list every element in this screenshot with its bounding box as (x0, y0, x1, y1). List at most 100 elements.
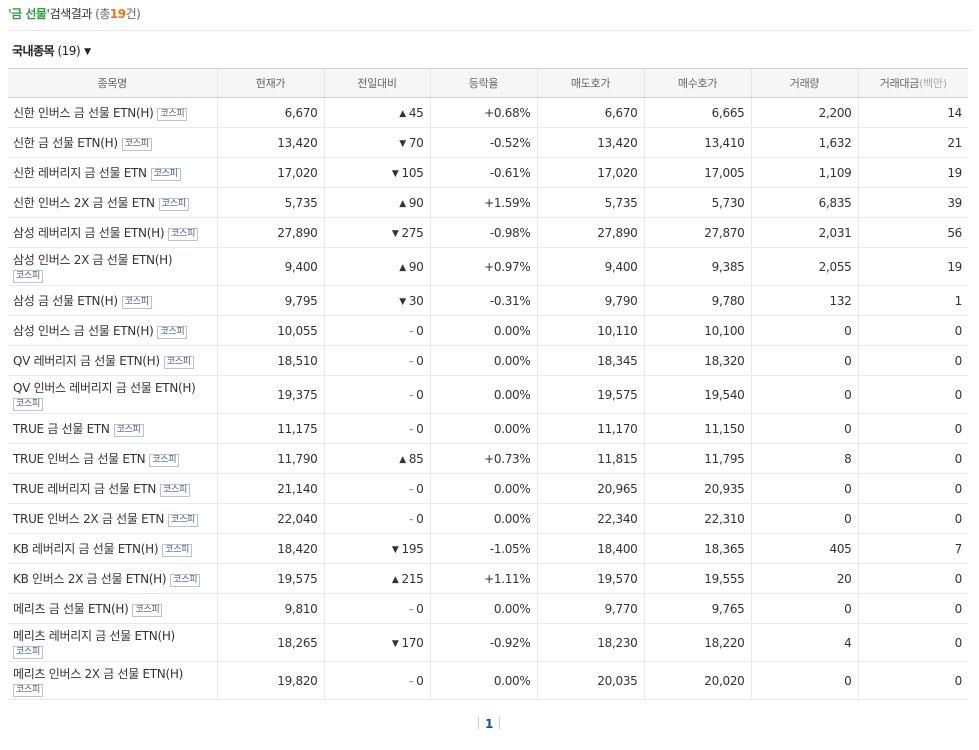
table-row: TRUE 인버스 금 선물 ETN 코스피 11,790 ▲ 85 +0.73% 11,81… (8, 443, 968, 474)
stock-name-link[interactable]: 신한 인버스 2X 금 선물 ETN (13, 196, 155, 210)
volume-cell: 1,109 (750, 157, 858, 188)
stock-name-cell: QV 인버스 레버리지 금 선물 ETN(H) 코스피 (8, 375, 217, 414)
triangle-down-icon: ▼ (391, 228, 399, 239)
col-rate: 등락율 (429, 68, 537, 98)
table-row: 메리츠 인버스 2X 금 선물 ETN(H) 코스피 19,820–0 0.00% 20… (8, 661, 968, 700)
market-badge: 코스피 (132, 604, 163, 617)
stock-name-cell: 신한 인버스 2X 금 선물 ETN 코스피 (8, 187, 217, 218)
price-cell: 19,375 (216, 375, 324, 414)
ask-cell: 18,400 (536, 533, 644, 564)
stock-name-link[interactable]: TRUE 인버스 금 선물 ETN (13, 452, 146, 466)
market-badge: 코스피 (160, 484, 191, 497)
market-badge: 코스피 (121, 138, 152, 151)
volume-cell: 405 (750, 533, 858, 564)
change-cell: –0 (323, 375, 430, 414)
ask-cell: 9,770 (536, 593, 644, 624)
stock-name-link[interactable]: TRUE 인버스 2X 금 선물 ETN (13, 512, 165, 526)
price-cell: 27,890 (216, 217, 324, 248)
amount-cell: 0 (857, 413, 968, 444)
stock-name-link[interactable]: 메리츠 인버스 2X 금 선물 ETN(H) (13, 666, 183, 681)
market-badge: 코스피 (157, 108, 188, 121)
stock-name-cell: 신한 인버스 금 선물 ETN(H) 코스피 (8, 97, 217, 128)
volume-cell: 2,200 (750, 97, 858, 128)
change-value: 0 (416, 387, 424, 402)
stock-name-link[interactable]: 신한 인버스 금 선물 ETN(H) (13, 106, 154, 120)
amount-cell: 19 (857, 247, 968, 286)
rate-cell: 0.00% (429, 593, 537, 624)
volume-cell: 0 (750, 375, 858, 414)
stock-name-cell: 삼성 금 선물 ETN(H) 코스피 (8, 285, 217, 316)
price-cell: 18,510 (216, 345, 324, 376)
stock-name-link[interactable]: QV 레버리지 금 선물 ETN(H) (13, 354, 160, 368)
col-amount-unit: (백만) (919, 77, 947, 90)
table-row: 삼성 인버스 금 선물 ETN(H) 코스피 10,055–0 0.00% 10,110… (8, 315, 968, 346)
col-name: 종목명 (8, 68, 217, 98)
stock-name-cell: KB 레버리지 금 선물 ETN(H) 코스피 (8, 533, 217, 564)
col-volume: 거래량 (750, 68, 858, 98)
domestic-stocks-toggle[interactable]: 국내종목 (19) ▼ (12, 42, 91, 59)
rate-cell: 0.00% (429, 503, 537, 534)
ask-cell: 20,035 (536, 661, 644, 700)
stock-name-link[interactable]: 신한 금 선물 ETN(H) (13, 136, 118, 150)
stock-name-link[interactable]: TRUE 금 선물 ETN (13, 422, 110, 436)
market-badge: 코스피 (158, 198, 189, 211)
bid-cell: 19,540 (643, 375, 751, 414)
page-link-1[interactable]: 1 (485, 717, 494, 731)
amount-cell: 1 (857, 285, 968, 316)
market-badge: 코스피 (13, 645, 43, 659)
stock-name-cell: 메리츠 금 선물 ETN(H) 코스피 (8, 593, 217, 624)
volume-cell: 6,835 (750, 187, 858, 218)
bid-cell: 19,555 (643, 563, 751, 594)
price-cell: 9,810 (216, 593, 324, 624)
triangle-down-icon: ▼ (391, 638, 399, 649)
price-cell: 6,670 (216, 97, 324, 128)
triangle-down-icon: ▼ (391, 168, 399, 179)
dash-icon: – (408, 390, 414, 401)
change-value: 275 (401, 225, 424, 240)
price-cell: 11,790 (216, 443, 324, 474)
stock-name-link[interactable]: 삼성 인버스 금 선물 ETN(H) (13, 324, 154, 338)
amount-cell: 56 (857, 217, 968, 248)
stock-name-link[interactable]: 삼성 인버스 2X 금 선물 ETN(H) (13, 252, 173, 267)
stock-name-link[interactable]: QV 인버스 레버리지 금 선물 ETN(H) (13, 380, 196, 395)
table-row: 신한 금 선물 ETN(H) 코스피 13,420 ▼ 70 -0.52% 13,420 13… (8, 127, 968, 158)
bid-cell: 18,220 (643, 623, 751, 662)
change-value: 215 (401, 571, 424, 586)
change-value: 0 (416, 673, 424, 688)
change-cell: –0 (323, 503, 430, 534)
rate-cell: 0.00% (429, 473, 537, 504)
stock-name-link[interactable]: 삼성 금 선물 ETN(H) (13, 294, 118, 308)
amount-cell: 7 (857, 533, 968, 564)
triangle-down-icon: ▼ (399, 138, 406, 149)
ask-cell: 19,575 (536, 375, 644, 414)
stock-name-link[interactable]: KB 레버리지 금 선물 ETN(H) (13, 542, 159, 556)
price-cell: 19,820 (216, 661, 324, 700)
stock-name-link[interactable]: 메리츠 금 선물 ETN(H) (13, 602, 129, 616)
stock-name-link[interactable]: 메리츠 레버리지 금 선물 ETN(H) (13, 628, 175, 643)
dash-icon: – (408, 356, 414, 367)
col-bid: 매수호가 (643, 68, 751, 98)
stock-name-link[interactable]: KB 인버스 2X 금 선물 ETN(H) (13, 572, 167, 586)
market-badge: 코스피 (113, 424, 144, 437)
rate-cell: -0.98% (429, 217, 537, 248)
stock-name-cell: TRUE 금 선물 ETN 코스피 (8, 413, 217, 444)
price-cell: 13,420 (216, 127, 324, 158)
dash-icon: – (408, 424, 414, 435)
bid-cell: 20,020 (643, 661, 751, 700)
amount-cell: 0 (857, 315, 968, 346)
ask-cell: 11,815 (536, 443, 644, 474)
change-cell: –0 (323, 593, 430, 624)
stock-name-cell: 신한 금 선물 ETN(H) 코스피 (8, 127, 217, 158)
stock-name-link[interactable]: 삼성 레버리지 금 선물 ETN(H) (13, 226, 165, 240)
header-divider (8, 30, 971, 31)
bid-cell: 20,935 (643, 473, 751, 504)
dash-icon: – (408, 514, 414, 525)
stock-name-link[interactable]: 신한 레버리지 금 선물 ETN (13, 166, 147, 180)
dash-icon: – (408, 676, 414, 687)
volume-cell: 0 (750, 473, 858, 504)
stock-name-link[interactable]: TRUE 레버리지 금 선물 ETN (13, 482, 157, 496)
amount-cell: 0 (857, 593, 968, 624)
pagination: 1 (478, 717, 506, 731)
amount-cell: 0 (857, 503, 968, 534)
change-cell: ▼ 170 (323, 623, 430, 662)
